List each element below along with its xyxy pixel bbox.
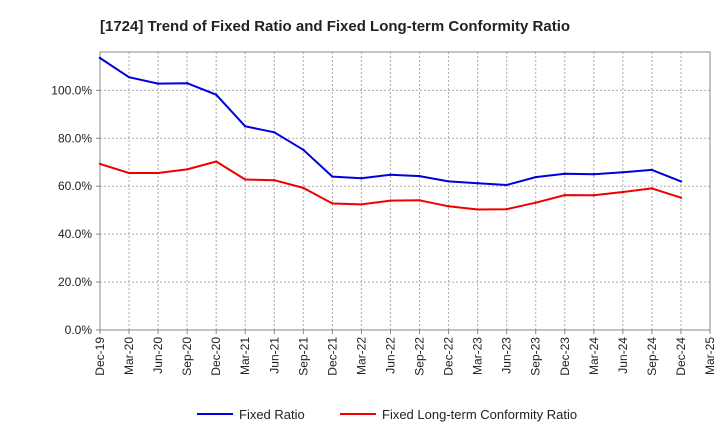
data-point <box>447 180 450 183</box>
data-point <box>360 177 363 180</box>
data-point <box>534 175 537 179</box>
series-lines <box>98 56 683 211</box>
data-point <box>214 160 218 163</box>
data-point <box>621 171 625 174</box>
data-point <box>563 193 566 197</box>
data-point <box>331 202 334 205</box>
x-tick-label: Sep-21 <box>296 337 310 376</box>
y-tick-label: 100.0% <box>51 83 92 97</box>
x-tick-label: Dec-22 <box>442 337 456 376</box>
data-point <box>273 131 276 134</box>
x-tick-label: Sep-23 <box>529 337 543 376</box>
x-tick-label: Jun-21 <box>267 337 281 374</box>
y-tick-label: 0.0% <box>65 323 93 337</box>
x-tick-label: Sep-20 <box>180 337 194 376</box>
x-tick-label: Dec-24 <box>674 337 688 376</box>
data-point <box>185 168 189 171</box>
x-tick-label: Dec-21 <box>325 337 339 376</box>
y-axis: 0.0% 20.0% 40.0% 60.0% 80.0% 100.0% <box>51 83 100 337</box>
x-tick-label: Mar-21 <box>238 337 252 375</box>
legend-label: Fixed Ratio <box>239 407 305 422</box>
x-tick-label: Dec-20 <box>209 337 223 376</box>
y-tick-label: 20.0% <box>58 275 92 289</box>
data-point <box>331 175 334 178</box>
legend-label: Fixed Long-term Conformity Ratio <box>382 407 577 422</box>
x-tick-label: Mar-22 <box>354 337 368 375</box>
data-point <box>214 93 218 96</box>
y-tick-label: 60.0% <box>58 179 92 193</box>
data-point <box>244 125 247 128</box>
data-point <box>389 173 392 176</box>
data-point <box>592 194 596 197</box>
data-point <box>679 180 683 183</box>
data-point <box>447 205 450 208</box>
data-point <box>185 81 189 85</box>
data-point <box>592 173 596 176</box>
x-tick-label: Jun-23 <box>500 337 514 374</box>
data-point <box>389 199 392 202</box>
data-point <box>127 75 131 79</box>
data-point <box>505 208 508 211</box>
data-point <box>505 183 508 187</box>
x-tick-label: Jun-20 <box>151 337 165 374</box>
data-point <box>650 168 654 172</box>
data-point <box>98 56 102 60</box>
y-tick-label: 40.0% <box>58 227 92 241</box>
data-point <box>476 182 479 185</box>
grid <box>99 52 711 331</box>
x-tick-label: Mar-20 <box>122 337 136 375</box>
data-point <box>534 201 537 204</box>
data-point <box>273 179 276 182</box>
data-point <box>156 171 160 175</box>
data-point <box>621 190 625 194</box>
x-tick-label: Dec-23 <box>558 337 572 376</box>
x-tick-label: Dec-19 <box>93 337 107 376</box>
data-point <box>156 82 160 85</box>
data-point <box>563 172 566 175</box>
data-point <box>476 208 479 211</box>
data-point <box>302 186 305 190</box>
x-tick-label: Sep-24 <box>645 337 659 376</box>
chart-title: [1724] Trend of Fixed Ratio and Fixed Lo… <box>100 18 570 35</box>
data-point <box>360 203 363 206</box>
data-point <box>650 187 654 190</box>
data-point <box>98 162 102 166</box>
x-axis: Dec-19 Mar-20 Jun-20 Sep-20 Dec-20 Mar-21 Jun-… <box>93 330 717 376</box>
x-tick-label: Mar-23 <box>471 337 485 375</box>
y-tick-label: 80.0% <box>58 131 92 145</box>
x-tick-label: Mar-24 <box>587 337 601 375</box>
legend: Fixed Ratio Fixed Long-term Conformity Ra… <box>197 407 577 422</box>
x-tick-label: Mar-25 <box>703 337 717 375</box>
data-point <box>418 199 421 202</box>
data-point <box>127 171 131 175</box>
data-point <box>679 196 683 199</box>
data-point <box>244 178 247 181</box>
x-tick-label: Jun-22 <box>383 337 397 374</box>
x-tick-label: Jun-24 <box>616 337 630 374</box>
data-point <box>418 174 421 178</box>
plot-area <box>99 51 711 331</box>
x-tick-label: Sep-22 <box>413 337 427 376</box>
data-point <box>302 148 305 151</box>
